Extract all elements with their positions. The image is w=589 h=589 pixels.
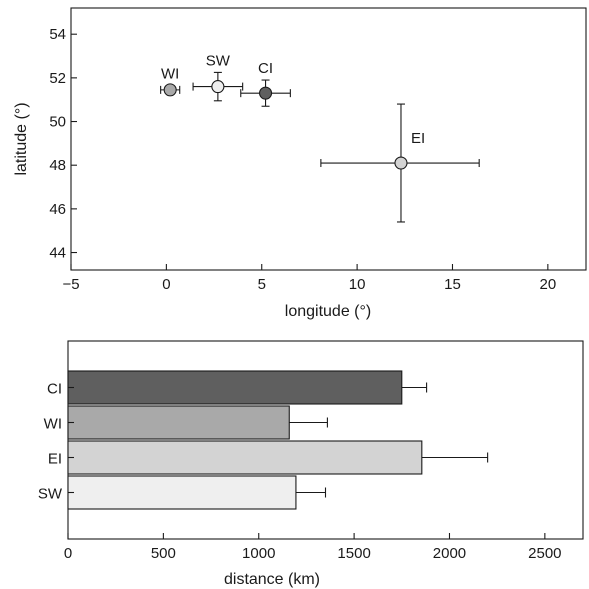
bar-bars: CI WI EI SW	[38, 370, 489, 510]
scatter-point-label: EI	[411, 130, 425, 147]
bar-group: SW	[38, 475, 327, 510]
scatter-point-group: SW	[192, 52, 244, 102]
scatter-x-tick-label: 0	[162, 276, 170, 293]
scatter-points: WI SW CI EI	[160, 52, 480, 223]
bar-chart-frame	[67, 340, 584, 540]
bar-x-tick-label: 1000	[242, 545, 275, 562]
scatter-point	[211, 80, 225, 94]
scatter-y-tick-label: 50	[49, 114, 66, 131]
bar-x-tick-label: 2000	[433, 545, 466, 562]
scatter-point	[394, 156, 408, 170]
scatter-x-ticks: −5 0 5 10 15 20	[62, 264, 556, 293]
bar-group: EI	[48, 440, 489, 475]
bar-chart: 0 500 1000 1500 2000 2500 CI WI EI SW distance (…	[38, 340, 584, 588]
bar-x-ticks: 0 500 1000 1500 2000 2500	[64, 533, 562, 562]
scatter-point-group: EI	[320, 103, 480, 223]
scatter-point	[259, 86, 273, 100]
scatter-x-tick-label: 5	[258, 276, 266, 293]
scatter-x-tick-label: 10	[349, 276, 366, 293]
scatter-y-ticks: 44 46 48 50 52 54	[49, 26, 77, 262]
scatter-y-axis-label: latitude (°)	[13, 102, 30, 175]
bar-category-label: CI	[47, 381, 62, 398]
scatter-x-tick-label: 20	[540, 276, 557, 293]
bar	[67, 405, 290, 440]
scatter-point-group: CI	[240, 60, 291, 107]
scatter-plot-frame	[70, 7, 587, 271]
bar-group: WI	[44, 405, 328, 440]
scatter-point-label: WI	[161, 66, 179, 83]
scatter-x-tick-label: −5	[62, 276, 79, 293]
scatter-y-tick-label: 52	[49, 70, 66, 87]
bar-x-tick-label: 2500	[528, 545, 561, 562]
bar-x-tick-label: 1500	[337, 545, 370, 562]
scatter-y-tick-label: 48	[49, 157, 66, 174]
bar-category-label: EI	[48, 451, 62, 468]
bar-x-axis-label: distance (km)	[224, 571, 320, 588]
scatter-y-tick-label: 54	[49, 26, 66, 43]
scatter-point	[163, 83, 177, 97]
scatter-y-tick-label: 46	[49, 201, 66, 218]
scatter-x-tick-label: 15	[444, 276, 461, 293]
bar	[67, 370, 403, 405]
scatter-x-axis-label: longitude (°)	[285, 303, 371, 320]
scatter-plot: −5 0 5 10 15 20 44 46 48 50 52 54 WI SW CI EI longitu…	[13, 7, 587, 320]
bar	[67, 440, 423, 475]
bar-x-tick-label: 0	[64, 545, 72, 562]
scatter-y-tick-label: 44	[49, 245, 66, 262]
bar-category-label: WI	[44, 416, 62, 433]
scatter-point-label: SW	[206, 52, 231, 69]
bar-x-tick-label: 500	[151, 545, 176, 562]
scatter-point-label: CI	[258, 60, 273, 77]
scatter-point-group: WI	[160, 66, 181, 97]
bar-category-label: SW	[38, 486, 63, 503]
bar	[67, 475, 297, 510]
bar-group: CI	[47, 370, 428, 405]
